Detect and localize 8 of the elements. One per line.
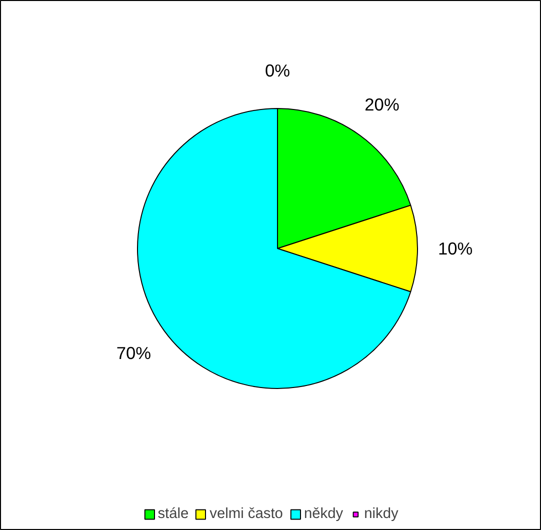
data-label: 70% — [116, 343, 152, 364]
legend-label: nikdy — [364, 506, 398, 522]
legend-label: někdy — [304, 506, 344, 522]
legend-label: velmi často — [210, 506, 283, 522]
text: 0% — [264, 60, 290, 81]
legend-label: stále — [158, 506, 189, 522]
data-label: 20% — [364, 94, 400, 115]
data-label: 10% — [438, 238, 473, 258]
